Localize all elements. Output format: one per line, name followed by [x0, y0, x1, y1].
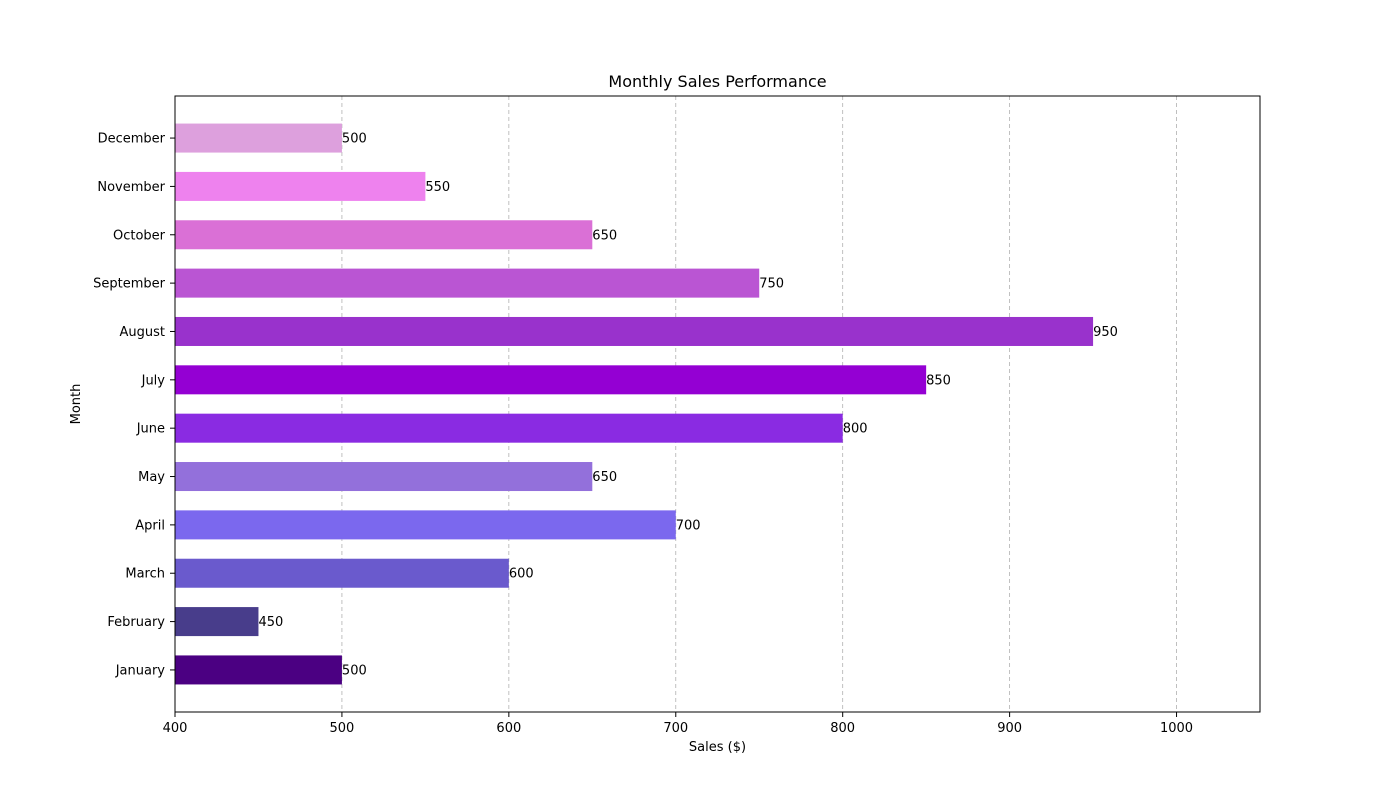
bar-january	[175, 655, 342, 685]
data-label-august: 950	[1093, 325, 1118, 340]
bar-may	[175, 462, 593, 492]
y-tick-label: May	[138, 470, 165, 485]
y-tick-label: September	[93, 277, 166, 292]
bar-april	[175, 510, 676, 540]
bar-august	[175, 316, 1094, 346]
y-axis-ticks: January February March April May June July Augu…	[93, 132, 175, 678]
data-label-july: 850	[926, 373, 951, 388]
bar-november	[175, 171, 426, 201]
x-tick-label: 600	[496, 721, 521, 736]
y-tick-label: August	[120, 325, 166, 340]
plot-frame	[174, 95, 1261, 713]
y-tick-label: June	[136, 422, 165, 437]
x-tick-label: 1000	[1160, 721, 1193, 736]
grid-lines	[174, 96, 1177, 712]
y-tick-label: March	[125, 567, 165, 582]
y-tick-label: October	[113, 228, 166, 243]
data-label-may: 650	[592, 470, 617, 485]
bar-june	[175, 413, 843, 443]
bar-february	[175, 607, 259, 637]
data-labels: 500 450 600 700 650 800 850 950 750 650 550 500	[258, 132, 1117, 679]
bar-march	[175, 558, 509, 588]
y-tick-label: February	[107, 615, 165, 630]
data-label-september: 750	[759, 277, 784, 292]
data-label-november: 550	[425, 180, 450, 195]
y-axis-title: Month	[69, 384, 84, 425]
bar-december	[175, 123, 342, 153]
data-label-march: 600	[509, 567, 534, 582]
bar-september	[175, 268, 760, 298]
chart-title: Monthly Sales Performance	[608, 72, 826, 91]
data-label-february: 450	[258, 615, 283, 630]
bar-october	[175, 220, 593, 250]
x-axis-title: Sales ($)	[689, 740, 746, 755]
y-tick-label: January	[115, 663, 166, 678]
y-tick-label: November	[97, 180, 165, 195]
data-label-december: 500	[342, 132, 367, 147]
x-axis-ticks: 400 500 600 700 800 900 1000	[163, 712, 1193, 736]
data-label-january: 500	[342, 663, 367, 678]
x-tick-label: 500	[330, 721, 355, 736]
y-tick-label: December	[98, 132, 166, 147]
data-label-april: 700	[676, 518, 701, 533]
x-tick-label: 800	[830, 721, 855, 736]
bars	[175, 123, 1094, 685]
data-label-june: 800	[843, 422, 868, 437]
x-tick-label: 700	[663, 721, 688, 736]
data-label-october: 650	[592, 228, 617, 243]
x-tick-label: 400	[163, 721, 188, 736]
x-tick-label: 900	[997, 721, 1022, 736]
bar-july	[175, 365, 927, 395]
y-tick-label: April	[135, 518, 165, 533]
y-tick-label: July	[141, 373, 166, 388]
